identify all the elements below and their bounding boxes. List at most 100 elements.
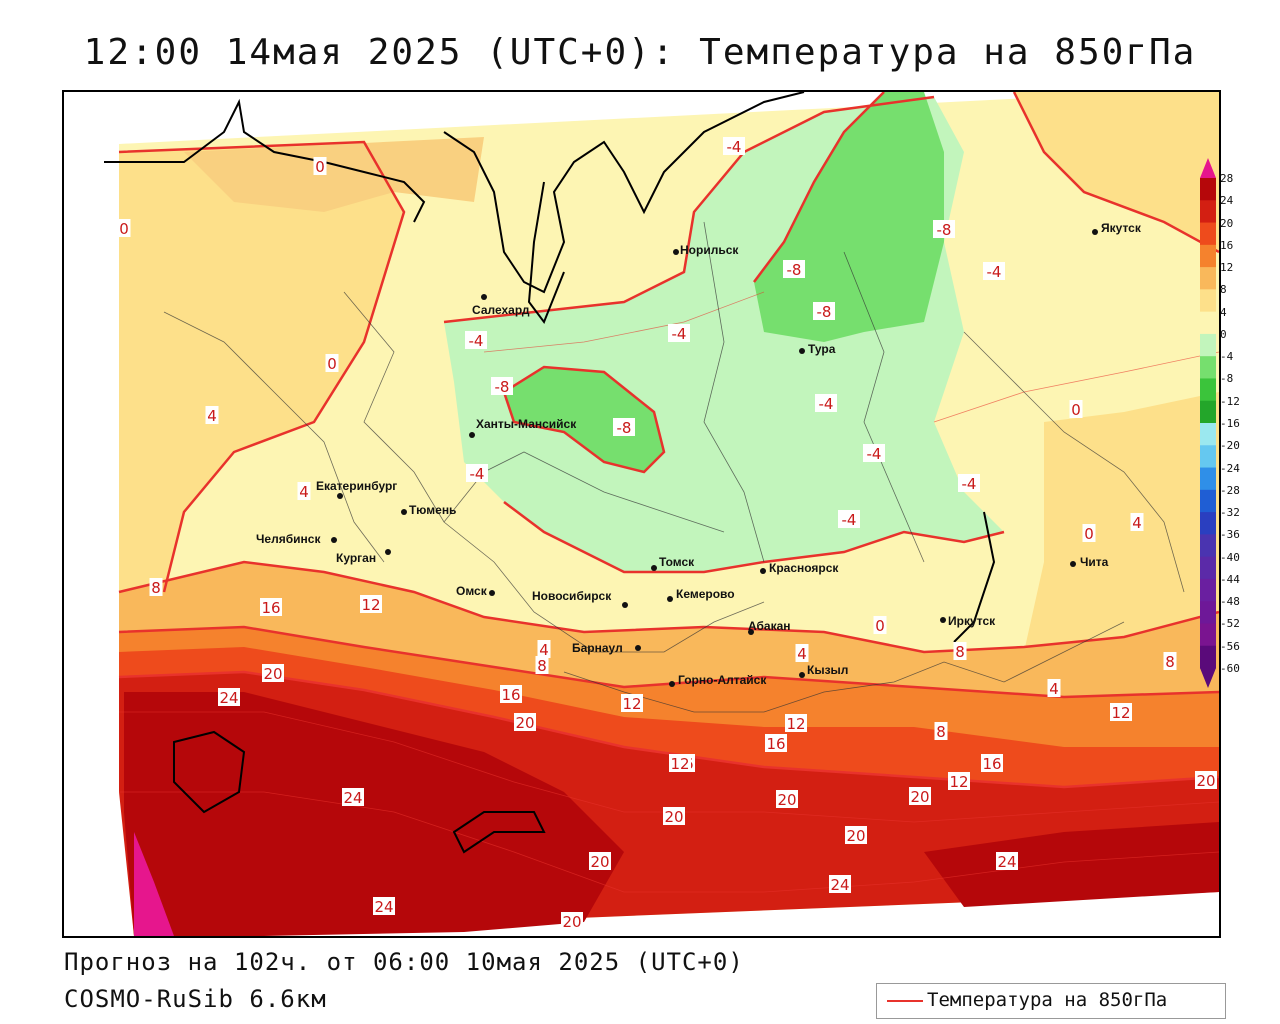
isotherm-label-bg (776, 790, 798, 808)
isotherm-label: 4 (539, 641, 549, 659)
isotherm-label-bg (953, 642, 967, 660)
isotherm-label: 16 (766, 735, 785, 753)
zone-pos8 (119, 562, 1219, 702)
legend-swatch (887, 1000, 923, 1002)
isotherm-label: -4 (987, 263, 1002, 281)
legend-label: Температура на 850гПа (927, 989, 1168, 1011)
zone-pos28 (134, 832, 174, 936)
isotherm-label: -4 (962, 475, 977, 493)
isotherm-label: 0 (119, 220, 129, 238)
isotherm-label-bg (948, 772, 970, 790)
isotherm-label-bg (149, 578, 163, 596)
zone-pos4-east (1024, 392, 1219, 672)
isotherm-label-bg (668, 324, 690, 342)
isotherm-label-bg (491, 377, 513, 395)
map-panel: Салехард Норильск Якутск Тура Ханты-Манс… (62, 90, 1221, 938)
isotherm-label-bg (815, 394, 837, 412)
colorbar-tick-label: -60 (1220, 662, 1240, 675)
colorbar-swatch (1200, 356, 1216, 379)
isotherm-label-bg (981, 754, 1003, 772)
isotherm-label: 8 (955, 643, 965, 661)
city-label: Томск (659, 555, 695, 569)
colorbar-swatch (1200, 645, 1216, 669)
isotherm-label: -8 (495, 378, 510, 396)
isotherm-label: 24 (830, 876, 849, 894)
zone-neg8-north (754, 92, 944, 342)
isotherm-label: 24 (374, 898, 393, 916)
colorbar-tick-label: -32 (1220, 506, 1240, 520)
isotherm-label-bg (537, 640, 551, 658)
colorbar-tick-label: 28 (1220, 172, 1234, 185)
isotherm-label: -4 (842, 511, 857, 529)
colorbar-bottom-arrow (1200, 668, 1216, 688)
isotherm-label: 20 (562, 913, 581, 931)
isotherm-label: 8 (151, 579, 161, 597)
zone-neg8-mansi (504, 367, 664, 472)
colorbar-swatch (1200, 467, 1216, 491)
isotherm-label: 8 (1165, 653, 1175, 671)
colorbar-swatch (1200, 400, 1216, 424)
isotherm-label-bg (996, 852, 1018, 870)
city-label: Омск (456, 584, 488, 598)
isotherm-label-bg (863, 444, 885, 462)
isotherm-label: 20 (664, 808, 683, 826)
city-label: Красноярск (769, 561, 839, 575)
isotherm-label: 8 (537, 657, 547, 675)
isotherm-label-bg (933, 220, 955, 238)
colorbar-tick-label: -24 (1220, 461, 1240, 475)
colorbar (1200, 158, 1216, 688)
isotherm-label: 16 (261, 599, 280, 617)
colorbar-swatch (1200, 578, 1216, 602)
isotherm-label: -8 (787, 261, 802, 279)
isotherm-label-bg (723, 137, 745, 155)
isotherm-label-bg (909, 787, 931, 805)
colorbar-swatch (1200, 244, 1216, 268)
city-label: Кемерово (676, 587, 735, 601)
isotherm-label-bg (838, 510, 860, 528)
isotherm-label-bg (663, 807, 685, 825)
isotherm-label: 4 (207, 407, 217, 425)
zone-pos16 (119, 647, 1219, 792)
forecast-info: Прогноз на 102ч. от 06:00 10мая 2025 (UT… (64, 948, 744, 976)
colorbar-tick-label: -20 (1220, 439, 1240, 453)
city-markers: Салехард Норильск Якутск Тура Ханты-Манс… (256, 221, 1142, 687)
city-label: Салехард (472, 303, 530, 317)
isotherm-label-bg (262, 664, 284, 682)
city-label: Новосибирск (532, 589, 612, 603)
isotherm-label-bg (360, 595, 382, 613)
isotherm-label-bg (1082, 524, 1096, 542)
isotherm-label-bg (561, 912, 583, 930)
isotherm-label: 8 (936, 723, 946, 741)
isotherm-label: 0 (1084, 525, 1094, 543)
isotherm-label-bg (260, 598, 282, 616)
colorbar-swatch (1200, 311, 1216, 335)
colorbar-swatch (1200, 222, 1216, 246)
city-label: Норильск (680, 243, 739, 257)
isotherm-label: 4 (1049, 680, 1059, 698)
isotherm-label-bg (934, 722, 948, 740)
coastlines (104, 92, 996, 854)
isotherm-label-bg (1047, 679, 1061, 697)
isotherm-label: 12 (949, 773, 968, 791)
colorbar-tick-label: -16 (1220, 417, 1240, 430)
isotherm-label-bg (218, 688, 240, 706)
isotherm-label-bg (466, 464, 488, 482)
isotherm-label: -4 (672, 325, 687, 343)
isotherm-label-bg (813, 302, 835, 320)
colorbar-swatch (1200, 267, 1216, 290)
city-label: Курган (336, 551, 376, 565)
colorbar-tick-label: -12 (1220, 394, 1240, 408)
isotherm-label: 0 (327, 355, 337, 373)
isotherm-label: 24 (343, 789, 362, 807)
colorbar-tick-label: -52 (1220, 617, 1240, 631)
colorbar-tick-label: -44 (1220, 572, 1240, 586)
isotherm-label-bg (205, 406, 219, 424)
isotherm-label-bg (465, 331, 487, 349)
isotherm-label-bg (297, 482, 311, 500)
isotherm-label-bg (765, 734, 787, 752)
zone-pos4-north (184, 137, 484, 212)
city-label: Чита (1080, 555, 1109, 569)
isotherm-label-bg (845, 826, 867, 844)
colorbar-swatch (1200, 534, 1216, 558)
